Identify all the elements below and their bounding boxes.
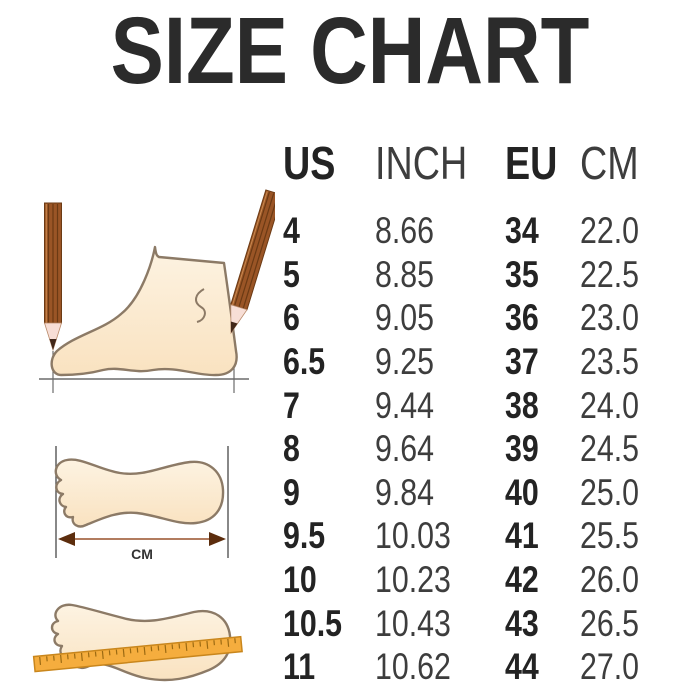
size-cell: 11 xyxy=(283,646,316,688)
size-cell: 9.25 xyxy=(375,341,435,383)
size-table-row: 9 9.84 40 25.0 xyxy=(283,471,670,515)
size-cell: 25.0 xyxy=(580,471,640,513)
foot-side-view-icon xyxy=(39,189,275,393)
size-cell: 40 xyxy=(505,471,539,513)
size-cell: 24.5 xyxy=(580,428,640,470)
pencil-icon xyxy=(230,189,275,335)
ankle-mark xyxy=(195,288,206,323)
size-table-row: 9.5 10.03 41 25.5 xyxy=(283,514,670,558)
size-cell: 6.5 xyxy=(283,341,326,383)
size-cell: 22.0 xyxy=(580,210,640,252)
size-cell: 23.5 xyxy=(580,341,640,383)
size-cell: 10.43 xyxy=(375,602,451,644)
size-cell: 35 xyxy=(505,253,539,295)
size-cell: 41 xyxy=(505,515,539,557)
size-cell: 8.85 xyxy=(375,253,435,295)
size-cell: 8 xyxy=(283,428,300,470)
size-cell: 36 xyxy=(505,297,539,339)
size-cell: 24.0 xyxy=(580,384,640,426)
size-table-row: 6.5 9.25 37 23.5 xyxy=(283,340,670,384)
size-cell: 23.0 xyxy=(580,297,640,339)
size-cell: 42 xyxy=(505,559,539,601)
pencil-icon xyxy=(43,202,63,352)
footprint-arrow-illustration: CM xyxy=(25,432,265,572)
size-cell: 34 xyxy=(505,210,539,252)
footprint-measure-icon: CM xyxy=(54,446,229,562)
size-cell: 9.84 xyxy=(375,471,435,513)
footprint-outline xyxy=(54,458,225,528)
size-table-row: 10.5 10.43 43 26.5 xyxy=(283,601,670,645)
size-table-row: 8 9.64 39 24.5 xyxy=(283,427,670,471)
footprint-ruler-icon xyxy=(32,603,243,682)
size-cell: 37 xyxy=(505,341,539,383)
size-cell: 9.44 xyxy=(375,384,435,426)
size-cell: 8.66 xyxy=(375,210,435,252)
size-cell: 4 xyxy=(283,210,300,252)
size-table-row: 6 9.05 36 23.0 xyxy=(283,296,670,340)
size-cell: 5 xyxy=(283,253,300,295)
size-cell: 25.5 xyxy=(580,515,640,557)
size-cell: 10.62 xyxy=(375,646,451,688)
column-header-us: US xyxy=(283,137,336,189)
foot-outline xyxy=(50,245,238,377)
size-cell: 27.0 xyxy=(580,646,640,688)
size-cell: 10.23 xyxy=(375,559,451,601)
size-cell: 9.5 xyxy=(283,515,326,557)
size-cell: 9.64 xyxy=(375,428,435,470)
size-table-row: 10 10.23 42 26.0 xyxy=(283,558,670,602)
foot-measure-illustration xyxy=(3,183,275,401)
size-table-row: 7 9.44 38 24.0 xyxy=(283,383,670,427)
size-cell: 6 xyxy=(283,297,300,339)
page-title-wrap: SIZE CHART xyxy=(0,0,700,130)
size-table-row: 11 10.62 44 27.0 xyxy=(283,645,670,689)
size-cell: 43 xyxy=(505,602,539,644)
page-title: SIZE CHART xyxy=(110,0,590,104)
size-cell: 10 xyxy=(283,559,317,601)
size-cell: 7 xyxy=(283,384,300,426)
size-cell: 22.5 xyxy=(580,253,640,295)
size-cell: 26.0 xyxy=(580,559,640,601)
table-header-row: US INCH EU CM xyxy=(283,138,670,188)
size-cell: 44 xyxy=(505,646,539,688)
size-table-row: 5 8.85 35 22.5 xyxy=(283,253,670,297)
size-cell: 38 xyxy=(505,384,539,426)
cm-label: CM xyxy=(131,546,153,562)
size-cell: 9 xyxy=(283,471,300,513)
ruler-icon xyxy=(32,635,243,673)
size-cell: 26.5 xyxy=(580,602,640,644)
size-cell: 39 xyxy=(505,428,539,470)
column-header-eu: EU xyxy=(505,137,558,189)
size-cell: 10.5 xyxy=(283,602,343,644)
size-cell: 10.03 xyxy=(375,515,451,557)
column-header-cm: CM xyxy=(580,137,639,189)
size-table-row: 4 8.66 34 22.0 xyxy=(283,209,670,253)
measure-arrow xyxy=(58,532,226,546)
footprint-ruler-illustration xyxy=(18,585,270,697)
table-body: 4 8.66 34 22.0 5 8.85 35 22.5 6 9.05 36 23.0 6.5 9.25… xyxy=(283,209,670,689)
column-header-inch: INCH xyxy=(375,137,468,189)
size-cell: 9.05 xyxy=(375,297,435,339)
size-conversion-table: US INCH EU CM 4 8.66 34 22.0 5 8.85 35 22.5 6 9.05 36… xyxy=(283,138,670,689)
